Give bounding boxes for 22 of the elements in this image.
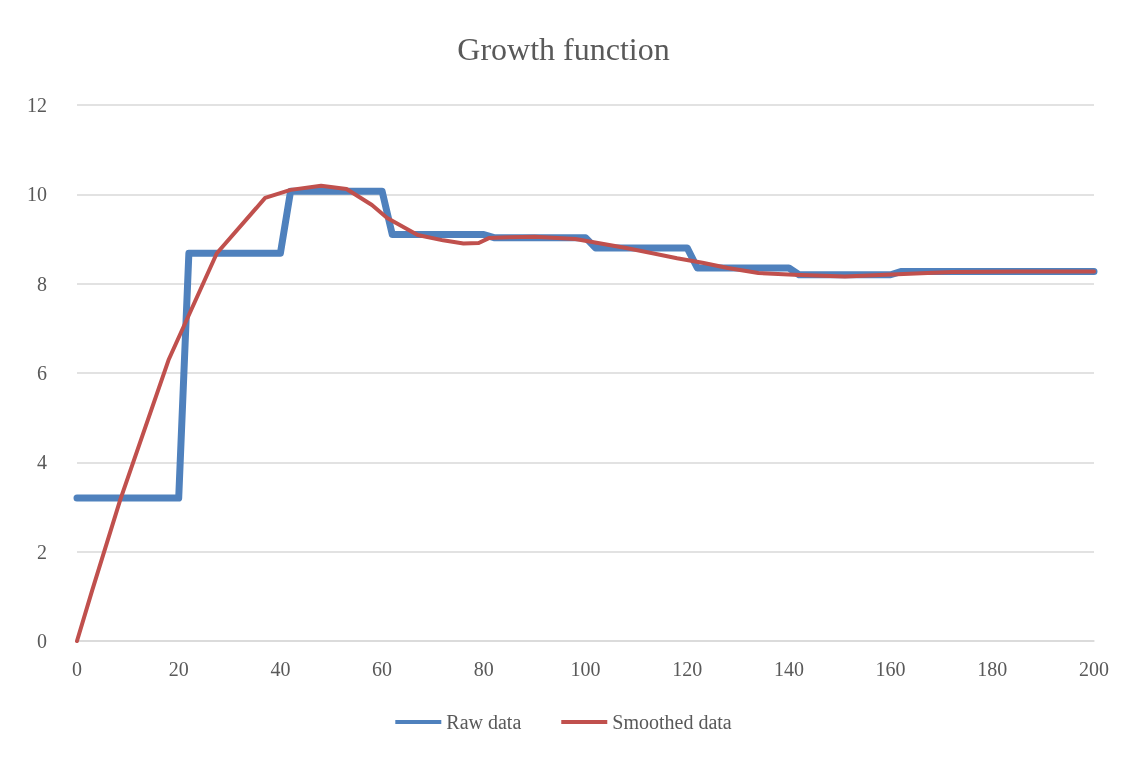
x-tick-label: 100 bbox=[570, 658, 601, 680]
y-tick-label: 10 bbox=[27, 183, 47, 206]
chart-title: Growth function bbox=[457, 31, 670, 67]
x-tick-label: 80 bbox=[473, 658, 494, 680]
x-tick-label: 0 bbox=[72, 658, 82, 680]
x-tick-label: 140 bbox=[773, 658, 804, 680]
y-tick-label: 2 bbox=[37, 540, 47, 563]
y-tick-label: 12 bbox=[27, 94, 47, 116]
x-tick-label: 40 bbox=[270, 658, 291, 680]
x-tick-label: 160 bbox=[875, 658, 906, 680]
x-tick-label: 180 bbox=[977, 658, 1008, 680]
x-tick-label: 200 bbox=[1079, 658, 1109, 680]
y-tick-label: 6 bbox=[37, 362, 47, 384]
y-tick-label: 8 bbox=[37, 272, 47, 295]
x-tick-label: 120 bbox=[672, 658, 703, 680]
legend-label: Smoothed data bbox=[612, 711, 732, 733]
x-tick-label: 60 bbox=[372, 658, 393, 680]
line-series bbox=[75, 183, 1096, 643]
legend-label: Raw data bbox=[446, 711, 522, 733]
x-tick-label: 20 bbox=[168, 658, 189, 680]
y-tick-label: 4 bbox=[37, 451, 47, 474]
y-tick-label: 0 bbox=[37, 630, 47, 652]
